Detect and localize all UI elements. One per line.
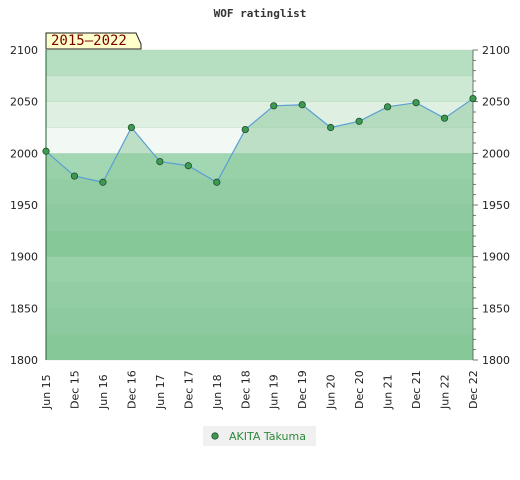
data-point (213, 178, 221, 186)
y-tick-label-right: 1800 (482, 354, 510, 367)
y-tick-label-right: 2000 (482, 147, 510, 160)
y-tick-label: 1950 (10, 199, 38, 212)
y-tick-label: 2100 (10, 44, 38, 57)
data-point (270, 102, 278, 110)
x-tick-label: Dec 18 (239, 370, 252, 409)
data-point (156, 158, 164, 166)
band (46, 50, 473, 76)
y-tick-label: 1900 (10, 251, 38, 264)
y-tick-label-right: 1950 (482, 199, 510, 212)
x-tick-label: Dec 19 (296, 370, 309, 409)
x-tick-label: Dec 21 (410, 370, 423, 409)
x-tick-label: Dec 20 (353, 370, 366, 409)
data-point (184, 162, 192, 170)
y-tick-label: 1850 (10, 302, 38, 315)
y-tick-label: 1800 (10, 354, 38, 367)
series-points (42, 94, 477, 186)
data-point (440, 114, 449, 122)
x-tick-label: Dec 15 (68, 370, 81, 409)
data-point (42, 147, 50, 155)
x-tick-label: Dec 16 (125, 370, 138, 409)
data-point (298, 101, 306, 109)
y-tick-label-right: 1850 (482, 302, 510, 315)
data-point (99, 178, 107, 186)
y-tick-label-right: 2050 (482, 96, 510, 109)
band (46, 75, 473, 102)
x-tick-label: Jun 21 (382, 374, 395, 410)
x-tick-label: Jun 17 (154, 374, 167, 410)
y-tick-label: 2050 (10, 96, 38, 109)
y-tick-label-right: 2100 (482, 44, 510, 57)
data-point (327, 123, 335, 132)
x-tick-label: Jun 20 (325, 374, 338, 410)
data-point (127, 123, 135, 132)
y-axis-left: 1800 1850 1900 1950 2000 2050 2100 (10, 44, 38, 367)
legend-label: AKITA Takuma (229, 430, 306, 443)
data-point (469, 94, 477, 103)
series-line (45, 98, 474, 184)
x-tick-label: Dec 22 (467, 370, 480, 409)
x-tick-label: Jun 22 (439, 374, 452, 410)
y-tick-label: 2000 (10, 147, 38, 160)
x-tick-label: Jun 19 (268, 374, 281, 410)
chart-title: WOF ratinglist (214, 7, 307, 20)
y-tick-label-right: 1900 (482, 251, 510, 264)
legend: AKITA Takuma (203, 426, 316, 446)
x-axis: Jun 15 Dec 15 Jun 16 Dec 16 Jun 17 Dec 17 Jun … (40, 370, 480, 410)
badge-text: 2015–2022 (51, 33, 127, 49)
x-tick-label: Dec 17 (182, 370, 195, 409)
period-badge: 2015–2022 (45, 32, 142, 50)
x-tick-label: Jun 16 (97, 374, 110, 410)
legend-marker (211, 432, 219, 440)
data-point (383, 103, 392, 111)
legend-box (203, 426, 316, 446)
x-tick-label: Jun 15 (40, 374, 53, 410)
data-point (355, 117, 363, 125)
rating-area (45, 98, 474, 361)
y-axis-right: 1800 1850 1900 1950 2000 2050 2100 (473, 44, 510, 367)
badge-box (45, 32, 142, 50)
x-tick-label: Jun 18 (211, 374, 224, 410)
area-fill (46, 98, 473, 361)
data-point (241, 125, 249, 134)
data-point (70, 172, 79, 180)
data-point (412, 99, 420, 107)
